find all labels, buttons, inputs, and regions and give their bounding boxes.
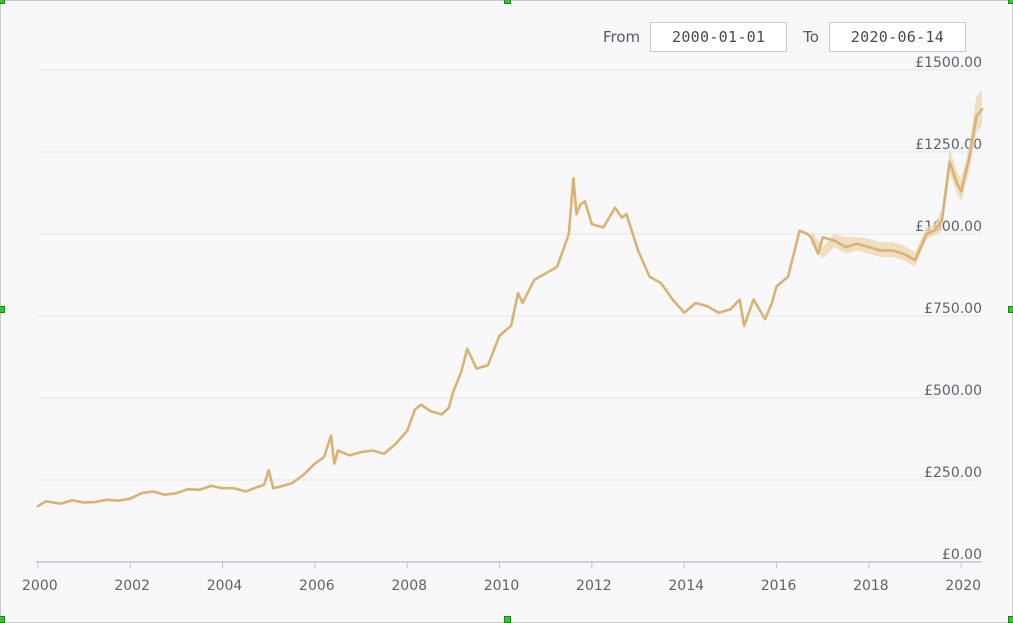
from-label: From (603, 28, 641, 46)
resize-handle-top-left[interactable] (0, 0, 5, 4)
resize-handle-top-center[interactable] (504, 0, 511, 4)
y-tick-label: £500.00 (924, 383, 982, 399)
date-range-selector: From 2000-01-01 To 2020-06-14 (603, 21, 966, 53)
x-tick-label: 2002 (114, 578, 150, 594)
x-tick-label: 2004 (207, 578, 243, 594)
from-date-input[interactable]: 2000-01-01 (650, 22, 788, 52)
x-tick-label: 2014 (668, 578, 704, 594)
to-date-input[interactable]: 2020-06-14 (828, 22, 966, 52)
x-tick-label: 2012 (576, 578, 612, 594)
x-tick-label: 2018 (853, 578, 889, 594)
resize-handle-middle-right[interactable] (1008, 306, 1013, 313)
x-tick-label: 2000 (22, 578, 58, 594)
x-tick-label: 2006 (299, 578, 335, 594)
y-tick-label: £750.00 (924, 301, 982, 317)
x-tick-label: 2008 (391, 578, 427, 594)
y-tick-label: £1250.00 (915, 137, 982, 153)
x-tick-label: 2016 (761, 578, 797, 594)
x-tick-label: 2010 (484, 578, 520, 594)
resize-handle-top-right[interactable] (1008, 0, 1013, 4)
x-tick-label: 2020 (945, 578, 981, 594)
y-tick-label: £250.00 (924, 465, 982, 481)
y-tick-label: £1500.00 (915, 55, 982, 71)
y-tick-label: £0.00 (942, 547, 982, 563)
to-label: To (803, 28, 819, 46)
resize-handle-middle-left[interactable] (0, 306, 5, 313)
price-series-line (36, 108, 984, 508)
